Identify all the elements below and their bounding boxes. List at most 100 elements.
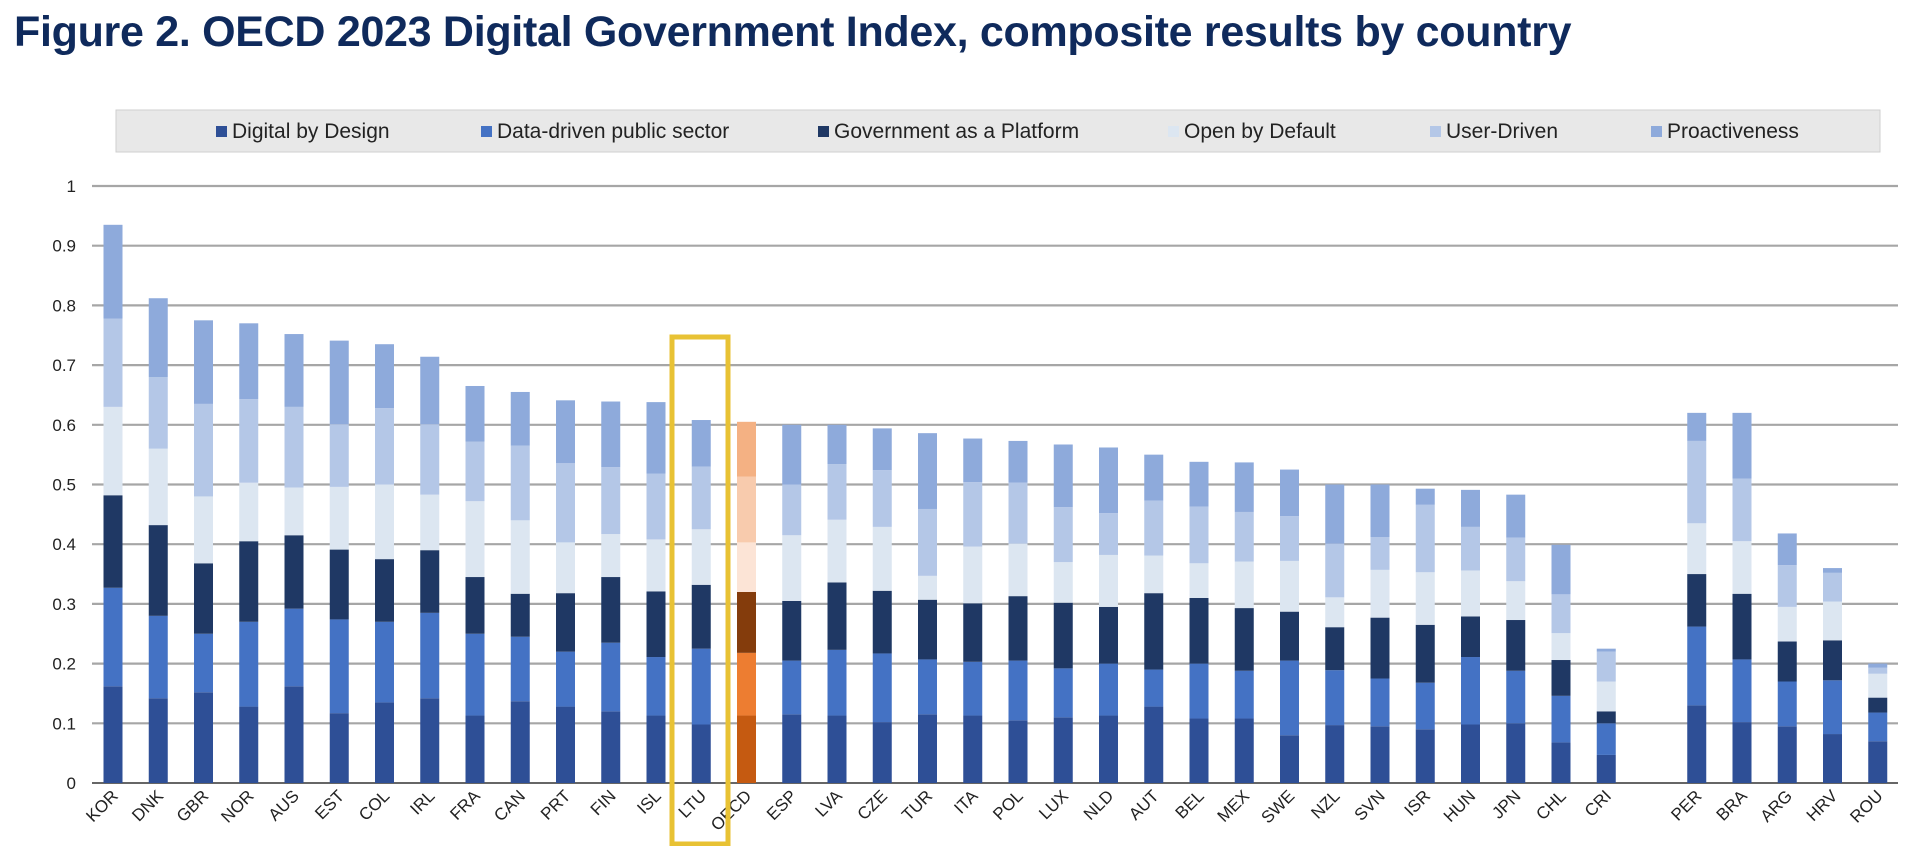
- bar-segment: [1099, 715, 1118, 783]
- bar-segment: [691, 420, 711, 467]
- bar-segment: [329, 340, 349, 425]
- bar-segment: [1777, 641, 1797, 682]
- bar-segment: [1144, 593, 1164, 670]
- bar-segment: [601, 467, 621, 535]
- bar-segment: [510, 520, 530, 594]
- bar-segment: [1415, 624, 1435, 683]
- bar-segment: [691, 648, 711, 725]
- y-tick-label: 0.6: [52, 416, 76, 435]
- bar-segment: [194, 403, 213, 497]
- bar-segment: [1868, 697, 1888, 713]
- bar-segment: [691, 724, 711, 783]
- bar-segment: [1868, 712, 1888, 742]
- bar-segment: [737, 715, 756, 783]
- bar-segment: [1551, 660, 1571, 696]
- legend-label: Proactiveness: [1667, 120, 1799, 143]
- bar-segment: [737, 652, 756, 716]
- bar-segment: [737, 421, 756, 477]
- bar-segment: [963, 661, 983, 716]
- bar-segment: [872, 722, 892, 783]
- bar-segment: [1370, 726, 1390, 783]
- bar-segment: [465, 715, 485, 783]
- bar-segment: [737, 542, 756, 592]
- bar-segment: [1234, 511, 1254, 562]
- bar-segment: [239, 482, 259, 542]
- bar-segment: [1008, 660, 1028, 721]
- x-tick-label: BRA: [1713, 786, 1752, 825]
- bar-segment: [239, 621, 259, 707]
- x-tick-label: HRV: [1803, 786, 1842, 825]
- bar-segment: [1099, 513, 1118, 555]
- bar-segment: [1144, 555, 1164, 594]
- x-tick-label: ESP: [763, 786, 800, 823]
- bar-segment: [963, 546, 983, 604]
- bar-segment: [239, 706, 259, 783]
- bar-segment: [827, 424, 847, 465]
- y-tick-label: 0: [67, 774, 76, 793]
- bar-segment: [872, 653, 892, 723]
- x-tick-label: MEX: [1214, 786, 1253, 825]
- x-tick-label: BEL: [1172, 786, 1208, 822]
- bar-segment: [1144, 500, 1164, 556]
- bar-segment: [827, 715, 847, 783]
- bar-segment: [1370, 678, 1390, 727]
- bar-segment: [1551, 594, 1571, 634]
- bar-segment: [918, 599, 937, 660]
- bar-segment: [1370, 617, 1390, 679]
- bar-segment: [510, 701, 530, 783]
- bar-segment: [1551, 742, 1571, 783]
- bar-segment: [1415, 504, 1435, 573]
- bar-segment: [465, 501, 485, 578]
- bar-segment: [329, 424, 349, 487]
- bar-segment: [1551, 633, 1571, 661]
- bar-segment: [1596, 648, 1616, 652]
- bar-segment: [420, 550, 440, 613]
- bar-segment: [1868, 673, 1888, 698]
- bar-segment: [103, 406, 123, 496]
- x-tick-label: GBR: [173, 786, 212, 825]
- bar-segment: [782, 660, 802, 715]
- bar-segment: [1777, 533, 1797, 566]
- bar-segment: [1008, 543, 1028, 597]
- bar-segment: [1732, 478, 1752, 542]
- bar-segment: [1280, 611, 1299, 661]
- bar-segment: [1008, 720, 1028, 783]
- x-axis-tick-labels: KOR DNK GBR NOR AUS EST COL IRL FRA CAN PRT FIN ISL L…: [82, 786, 1886, 835]
- bar-segment: [1461, 657, 1480, 725]
- bar-segment: [782, 484, 802, 536]
- bar-segment: [1325, 484, 1345, 544]
- bar-segment: [510, 593, 530, 637]
- bar-segment: [1868, 741, 1888, 783]
- bar-segment: [556, 593, 575, 652]
- x-tick-label: AUS: [265, 786, 303, 824]
- bar-segment: [1506, 723, 1526, 783]
- bar-segment: [1099, 663, 1118, 716]
- legend-label: Data-driven public sector: [497, 120, 729, 143]
- bar-segment: [1008, 596, 1028, 661]
- bar-segment: [1189, 663, 1209, 719]
- bar-segment: [1280, 469, 1299, 517]
- x-tick-label: COL: [355, 786, 393, 824]
- bar-segment: [556, 400, 575, 464]
- bar-segment: [103, 495, 123, 588]
- bar-segment: [1325, 543, 1345, 598]
- bar-segment: [284, 686, 304, 783]
- bar-segment: [148, 298, 168, 378]
- x-tick-label: SWE: [1258, 786, 1299, 827]
- bar-segment: [963, 603, 983, 662]
- x-tick-label: ISR: [1401, 786, 1434, 819]
- bar-segment: [1823, 601, 1842, 641]
- grid-lines: [92, 184, 1898, 784]
- bar-segment: [1325, 725, 1345, 783]
- bar-segment: [872, 428, 892, 471]
- highlight-box: [669, 334, 731, 846]
- bar-segment: [601, 534, 621, 578]
- legend-label: Government as a Platform: [834, 120, 1079, 143]
- bar-segment: [420, 494, 440, 551]
- bar-segment: [1189, 718, 1209, 783]
- bar-segment: [1325, 597, 1345, 628]
- bar-segment: [737, 476, 756, 543]
- x-tick-label: LTU: [675, 786, 710, 821]
- bar-segment: [782, 424, 802, 485]
- bar-segment: [1370, 537, 1390, 570]
